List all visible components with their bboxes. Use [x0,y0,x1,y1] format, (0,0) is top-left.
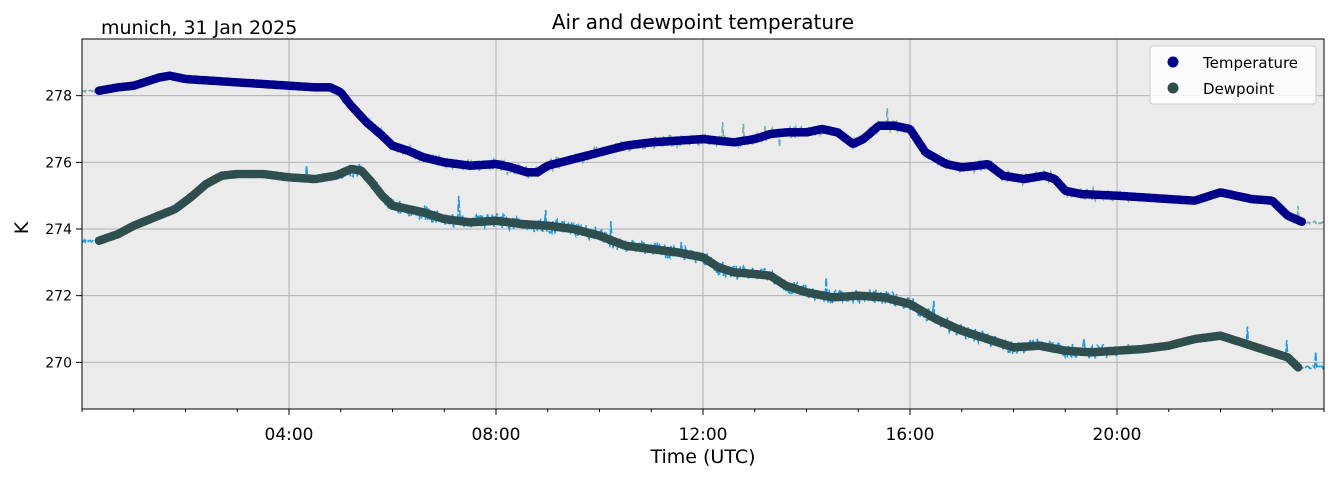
legend-marker-temperature [1167,56,1179,68]
y-tick-label: 270 [45,355,72,371]
x-tick-label: 16:00 [886,425,935,445]
x-tick-label: 04:00 [265,425,314,445]
chart-title: Air and dewpoint temperature [552,10,854,34]
x-axis-label: Time (UTC) [649,446,755,468]
marker-temperature [1297,217,1306,226]
x-axis-ticks: 04:00 08:00 12:00 16:00 20:00 [81,409,1325,445]
y-axis-ticks: 270 272 274 276 278 [45,89,82,371]
y-tick-label: 278 [45,89,72,105]
x-tick-label: 08:00 [472,425,521,445]
legend-label-temperature: Temperature [1202,54,1298,72]
legend: Temperature Dewpoint [1149,45,1317,105]
y-axis-label: K [11,221,33,234]
x-tick-label: 20:00 [1093,425,1142,445]
marker-dewpoint [1293,363,1303,372]
smoothed-marker-series [94,71,1306,372]
y-tick-label: 276 [45,155,72,171]
chart-subtitle: munich, 31 Jan 2025 [101,17,297,39]
y-tick-label: 274 [45,222,72,238]
legend-marker-dewpoint [1167,82,1179,94]
x-tick-label: 12:00 [679,425,728,445]
gridlines [82,39,1324,409]
y-tick-label: 272 [45,289,72,305]
legend-box [1149,45,1317,105]
legend-label-dewpoint: Dewpoint [1203,80,1274,98]
